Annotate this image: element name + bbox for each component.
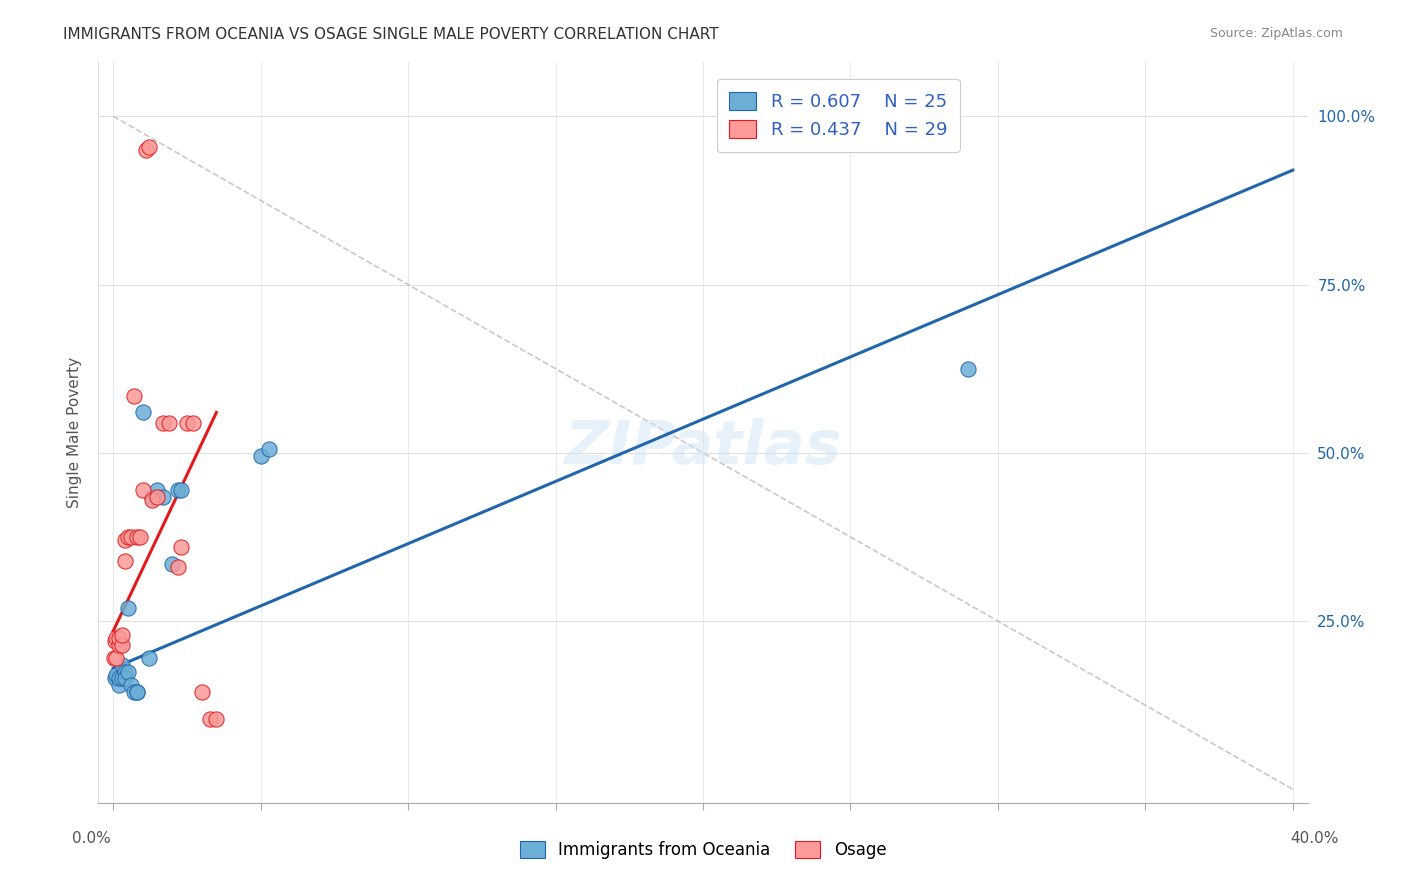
Point <box>117 665 139 679</box>
Point <box>105 631 128 645</box>
Point <box>120 678 142 692</box>
Point <box>105 668 128 682</box>
Point <box>104 671 127 685</box>
Point <box>105 651 128 665</box>
Point <box>104 634 127 648</box>
Point <box>167 560 190 574</box>
Point <box>108 678 131 692</box>
Point <box>131 483 153 497</box>
Text: IMMIGRANTS FROM OCEANIA VS OSAGE SINGLE MALE POVERTY CORRELATION CHART: IMMIGRANTS FROM OCEANIA VS OSAGE SINGLE … <box>63 27 718 42</box>
Point <box>117 600 139 615</box>
Point <box>103 651 125 665</box>
Point <box>108 638 131 652</box>
Point <box>160 557 183 571</box>
Point <box>122 389 145 403</box>
Text: 0.0%: 0.0% <box>72 831 111 846</box>
Point <box>152 416 174 430</box>
Point <box>957 361 980 376</box>
Point <box>111 671 134 685</box>
Point <box>146 483 169 497</box>
Point <box>114 665 136 679</box>
Point <box>141 492 163 507</box>
Legend: R = 0.607    N = 25, R = 0.437    N = 29: R = 0.607 N = 25, R = 0.437 N = 29 <box>717 78 960 152</box>
Point <box>122 685 145 699</box>
Point <box>111 657 134 672</box>
Point <box>114 533 136 548</box>
Point <box>152 490 174 504</box>
Point <box>249 449 271 463</box>
Point <box>125 685 148 699</box>
Point <box>138 139 160 153</box>
Point <box>138 651 160 665</box>
Point <box>135 143 157 157</box>
Point <box>111 627 134 641</box>
Point <box>125 685 148 699</box>
Y-axis label: Single Male Poverty: Single Male Poverty <box>67 357 83 508</box>
Legend: Immigrants from Oceania, Osage: Immigrants from Oceania, Osage <box>513 834 893 866</box>
Point <box>176 416 198 430</box>
Point <box>125 530 148 544</box>
Text: 40.0%: 40.0% <box>1291 831 1339 846</box>
Point <box>146 490 169 504</box>
Point <box>108 631 131 645</box>
Text: ZIPatlas: ZIPatlas <box>564 418 842 477</box>
Point <box>128 530 150 544</box>
Point <box>114 553 136 567</box>
Point <box>190 685 212 699</box>
Point <box>200 712 222 726</box>
Point <box>141 490 163 504</box>
Point <box>167 483 190 497</box>
Point <box>170 540 193 554</box>
Point <box>108 671 131 685</box>
Point <box>117 530 139 544</box>
Text: Source: ZipAtlas.com: Source: ZipAtlas.com <box>1209 27 1343 40</box>
Point <box>114 671 136 685</box>
Point <box>131 405 153 419</box>
Point <box>157 416 180 430</box>
Point <box>120 530 142 544</box>
Point <box>181 416 204 430</box>
Point <box>170 483 193 497</box>
Point <box>205 712 228 726</box>
Point <box>259 442 281 457</box>
Point <box>111 638 134 652</box>
